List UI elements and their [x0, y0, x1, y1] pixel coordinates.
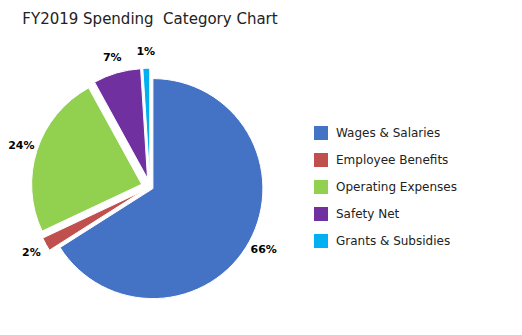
legend-label: Employee Benefits — [336, 153, 448, 167]
pie-slice — [95, 69, 148, 179]
legend-label: Operating Expenses — [336, 180, 457, 194]
legend-label: Grants & Subsidies — [336, 234, 450, 248]
data-labels: 66% 2% 24% 7% 1% — [8, 45, 277, 258]
legend-swatch — [314, 126, 328, 140]
data-label: 2% — [22, 246, 41, 259]
data-label: 1% — [136, 45, 155, 58]
legend-swatch — [314, 153, 328, 167]
legend-swatch — [314, 180, 328, 194]
chart-title: FY2019 Spending Category Chart — [22, 10, 277, 28]
data-label: 24% — [8, 139, 34, 152]
legend-label: Safety Net — [336, 207, 400, 221]
slices — [32, 68, 263, 298]
chart-container: FY2019 Spending Category Chart 66% 2% 24% 7%… — [0, 0, 522, 335]
legend-swatch — [314, 207, 328, 221]
pie-slice — [143, 68, 150, 178]
legend: Wages & Salaries Employee Benefits Operati… — [314, 126, 457, 248]
data-label: 7% — [103, 51, 122, 64]
data-label: 66% — [251, 243, 277, 256]
legend-swatch — [314, 234, 328, 248]
legend-label: Wages & Salaries — [336, 126, 440, 140]
pie-chart: FY2019 Spending Category Chart 66% 2% 24% 7%… — [0, 0, 522, 335]
